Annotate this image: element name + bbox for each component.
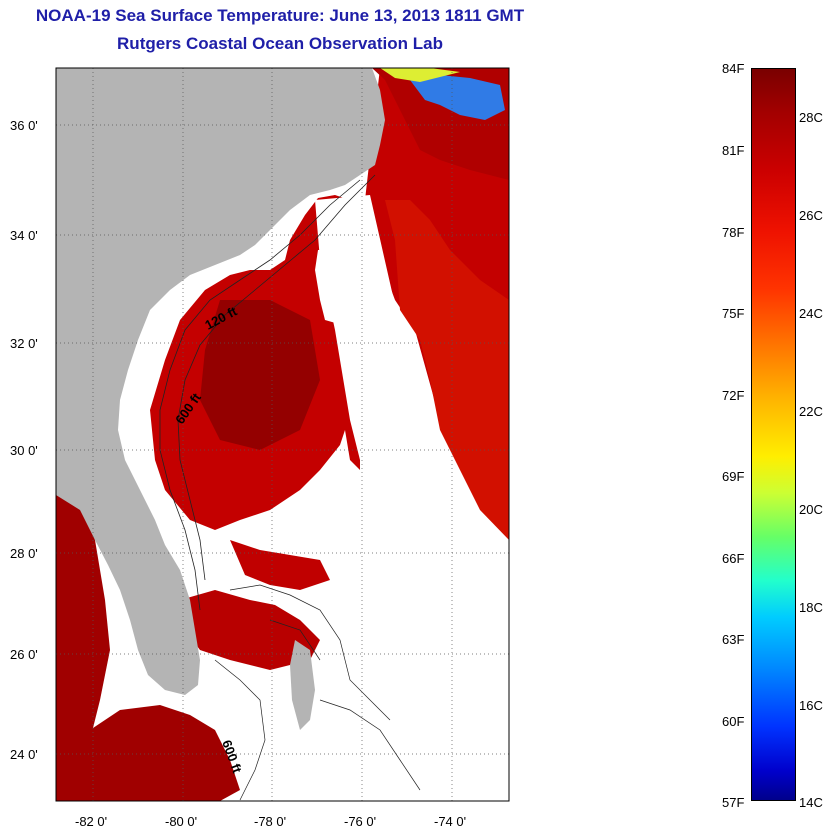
colorbar-f-label: 60F (722, 714, 745, 729)
sst-green-north (380, 68, 460, 82)
lon-label: -76 0' (344, 814, 376, 829)
land-bahamas (290, 640, 315, 730)
colorbar-f-label: 78F (722, 225, 745, 240)
lat-label: 26 0' (10, 647, 38, 662)
colorbar-c-label: 26C (799, 208, 823, 223)
land-us-coast (56, 68, 385, 695)
land-cuba-edge (150, 595, 165, 612)
cloud-swath (315, 195, 509, 801)
sst-florida-straits (180, 590, 320, 670)
contour-600ft (177, 174, 376, 581)
lon-label: -74 0' (434, 814, 466, 829)
contour-bahamas-2 (269, 619, 421, 791)
colorbar-f-label: 69F (722, 469, 745, 484)
colorbar-f-label: 66F (722, 551, 745, 566)
lat-label: 28 0' (10, 546, 38, 561)
sst-hot-core (200, 300, 320, 450)
colorbar-c-label: 22C (799, 404, 823, 419)
map-area (56, 68, 509, 801)
colorbar-f-label: 75F (722, 306, 745, 321)
colorbar-c-label: 14C (799, 795, 823, 810)
colorbar-c-label: 20C (799, 502, 823, 517)
sst-field-east (385, 200, 509, 540)
lon-label: -82 0' (75, 814, 107, 829)
map-subtitle: Rutgers Coastal Ocean Observation Lab (117, 34, 443, 53)
lat-label: 36 0' (10, 118, 38, 133)
contour-bahamas (214, 584, 391, 801)
lat-label: 34 0' (10, 228, 38, 243)
sst-cold-north (410, 75, 505, 120)
lon-label: -80 0' (165, 814, 197, 829)
sst-gulf-south (56, 705, 240, 801)
colorbar-c-label: 28C (799, 110, 823, 125)
colorbar-f-label: 81F (722, 143, 745, 158)
lat-label: 30 0' (10, 443, 38, 458)
colorbar-c-label: 18C (799, 600, 823, 615)
sst-bahamas-patch (230, 540, 330, 590)
map-title: NOAA-19 Sea Surface Temperature: June 13… (35, 6, 525, 25)
contour-120ft (159, 179, 361, 611)
colorbar-c-label: 24C (799, 306, 823, 321)
lat-label: 24 0' (10, 747, 38, 762)
sst-gulf-west (56, 490, 110, 760)
colorbar-f-label: 63F (722, 632, 745, 647)
colorbar-f-label: 84F (722, 61, 745, 76)
lat-label: 32 0' (10, 336, 38, 351)
temperature-colorbar (751, 68, 796, 801)
lon-label: -78 0' (254, 814, 286, 829)
colorbar-f-label: 72F (722, 388, 745, 403)
colorbar-f-label: 57F (722, 795, 745, 810)
map-frame (55, 67, 510, 802)
colorbar-c-label: 16C (799, 698, 823, 713)
